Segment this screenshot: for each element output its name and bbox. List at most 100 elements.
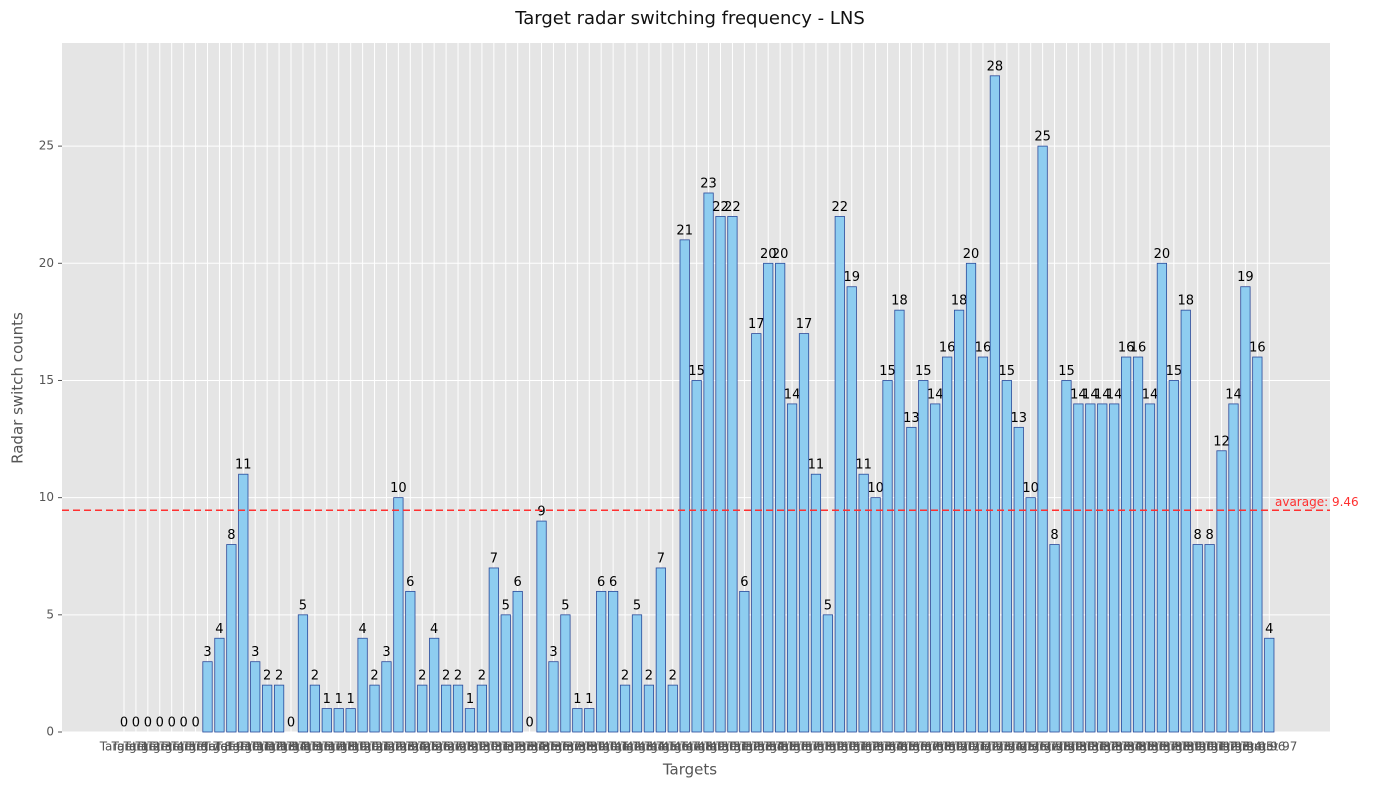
x-tick-label: Target 46 bbox=[632, 740, 689, 754]
value-label: 16 bbox=[1118, 341, 1135, 356]
value-label: 5 bbox=[502, 598, 510, 613]
bar bbox=[1097, 403, 1108, 733]
value-label: 14 bbox=[784, 387, 801, 402]
bar bbox=[727, 216, 738, 733]
value-label: 10 bbox=[1022, 481, 1039, 496]
x-tick-label: Target 11 bbox=[214, 740, 271, 754]
x-tick-label: Target 87 bbox=[1121, 740, 1178, 754]
value-label: 22 bbox=[712, 200, 729, 215]
bar bbox=[488, 567, 499, 733]
x-tick-label: Target 40 bbox=[560, 740, 617, 754]
bar bbox=[1061, 380, 1072, 733]
x-tick-label: Target 43 bbox=[596, 740, 653, 754]
value-label: 1 bbox=[323, 692, 331, 707]
x-tick-label: Target 68 bbox=[894, 740, 951, 754]
bar bbox=[906, 426, 917, 733]
value-label: 0 bbox=[120, 716, 128, 731]
x-tick-label: Target 97 bbox=[1240, 740, 1297, 754]
bar bbox=[798, 333, 810, 733]
bar bbox=[357, 637, 368, 733]
x-tick-label: Target 73 bbox=[954, 740, 1011, 754]
x-axis-label: Targets bbox=[662, 761, 717, 779]
value-label: 8 bbox=[1050, 528, 1058, 543]
x-tick-label: Target 17 bbox=[286, 740, 343, 754]
value-label: 14 bbox=[1225, 387, 1242, 402]
value-label: 15 bbox=[999, 364, 1016, 379]
value-label: 4 bbox=[1265, 622, 1273, 637]
bar bbox=[536, 520, 547, 733]
bar bbox=[965, 262, 977, 733]
x-tick-label: Target 20 bbox=[322, 740, 379, 754]
value-label: 6 bbox=[740, 575, 748, 590]
value-label: 18 bbox=[1177, 294, 1194, 309]
bar bbox=[309, 684, 320, 733]
value-label: 10 bbox=[390, 481, 407, 496]
value-label: 2 bbox=[669, 669, 677, 684]
bar bbox=[703, 192, 714, 733]
bar bbox=[858, 473, 869, 733]
x-tick-label: Target 54 bbox=[727, 740, 784, 754]
x-tick-label: Target 28 bbox=[417, 740, 474, 754]
x-tick-label: Target 52 bbox=[703, 740, 760, 754]
average-label: avarage: 9.46 bbox=[1275, 495, 1359, 509]
value-label: 14 bbox=[927, 387, 944, 402]
bar bbox=[202, 661, 213, 733]
bar bbox=[1037, 145, 1048, 733]
value-label: 25 bbox=[1034, 130, 1051, 145]
value-label: 3 bbox=[549, 645, 557, 660]
value-label: 1 bbox=[335, 692, 343, 707]
x-tick-label: Target 27 bbox=[405, 740, 462, 754]
bar bbox=[894, 309, 905, 733]
x-tick-label: Target 6 bbox=[158, 740, 208, 754]
x-tick-label: Target 71 bbox=[930, 740, 987, 754]
x-tick-label: Target 24 bbox=[369, 740, 426, 754]
value-label: 2 bbox=[454, 669, 462, 684]
x-tick-label: Target 1 bbox=[99, 740, 149, 754]
bar bbox=[1264, 637, 1275, 733]
value-label: 2 bbox=[275, 669, 283, 684]
value-label: 15 bbox=[1166, 364, 1183, 379]
bar bbox=[1085, 403, 1096, 733]
x-tick-label: Target 77 bbox=[1002, 740, 1059, 754]
y-tick-label: 5 bbox=[46, 607, 54, 621]
value-label: 20 bbox=[772, 247, 789, 262]
x-tick-label: Target 63 bbox=[835, 740, 892, 754]
bar bbox=[834, 216, 845, 733]
x-tick-label: Target 15 bbox=[262, 740, 319, 754]
value-label: 2 bbox=[370, 669, 378, 684]
value-label: 15 bbox=[915, 364, 932, 379]
value-label: 11 bbox=[855, 458, 872, 473]
x-tick-label: Target 47 bbox=[644, 740, 701, 754]
x-tick-label: Target 7 bbox=[170, 740, 220, 754]
bar bbox=[942, 356, 953, 733]
x-tick-label: Target 10 bbox=[202, 740, 259, 754]
x-tick-label: Target 76 bbox=[990, 740, 1047, 754]
bar bbox=[763, 262, 774, 733]
value-label: 5 bbox=[633, 598, 641, 613]
value-label: 0 bbox=[191, 716, 199, 731]
bar bbox=[870, 497, 881, 733]
x-tick-label: Target 61 bbox=[811, 740, 868, 754]
x-tick-label: Target 41 bbox=[572, 740, 629, 754]
value-label: 15 bbox=[1058, 364, 1075, 379]
value-label: 14 bbox=[1106, 387, 1123, 402]
x-tick-label: Target 50 bbox=[679, 740, 736, 754]
x-tick-label: Target 3 bbox=[123, 740, 173, 754]
y-tick-label: 0 bbox=[46, 725, 54, 739]
value-label: 0 bbox=[156, 716, 164, 731]
bar bbox=[1049, 544, 1060, 733]
bar bbox=[476, 684, 488, 733]
value-label: 0 bbox=[287, 716, 295, 731]
bar bbox=[1073, 403, 1084, 733]
x-tick-label: Target 5 bbox=[146, 740, 196, 754]
chart-title: Target radar switching frequency - LNS bbox=[514, 8, 865, 29]
x-tick-label: Target 32 bbox=[465, 740, 522, 754]
value-label: 16 bbox=[939, 341, 956, 356]
bar bbox=[1240, 286, 1251, 733]
bar bbox=[1001, 380, 1012, 733]
value-label: 9 bbox=[537, 505, 545, 520]
bar bbox=[977, 356, 989, 733]
x-tick-label: Target 64 bbox=[846, 740, 903, 754]
bar bbox=[1025, 497, 1036, 733]
value-label: 1 bbox=[573, 692, 581, 707]
